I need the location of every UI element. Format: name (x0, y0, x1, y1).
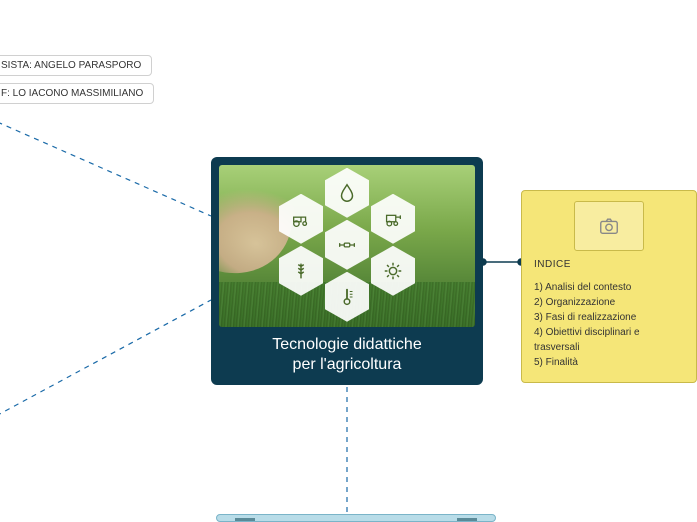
camera-placeholder[interactable] (574, 201, 644, 251)
connector-line (0, 300, 211, 430)
indice-item: 2) Organizzazione (534, 295, 684, 310)
thermometer-hex (325, 272, 369, 322)
central-node[interactable]: Tecnologie didattiche per l'agricoltura (211, 157, 483, 385)
tag-sista[interactable]: SISTA: ANGELO PARASPORO (0, 55, 152, 76)
central-image (219, 165, 475, 327)
indice-list: 1) Analisi del contesto2) Organizzazione… (534, 280, 684, 370)
tag-sista-label: SISTA: ANGELO PARASPORO (1, 60, 141, 71)
drone-icon (336, 234, 358, 256)
sun-hex (371, 246, 415, 296)
bottom-node[interactable] (216, 514, 496, 522)
drop-hex (325, 168, 369, 218)
wheat-hex (279, 246, 323, 296)
indice-item: 4) Obiettivi disciplinari e trasversali (534, 325, 684, 355)
tractor-hex (279, 194, 323, 244)
thermometer-icon (336, 286, 358, 308)
camera-icon (598, 215, 620, 237)
drop-icon (336, 182, 358, 204)
drone-hex (325, 220, 369, 270)
connector-line (0, 110, 211, 216)
indice-item: 3) Fasi di realizzazione (534, 310, 684, 325)
tag-flo-label: F: LO IACONO MASSIMILIANO (1, 88, 143, 99)
tractor-icon (290, 208, 312, 230)
indice-title: INDICE (534, 259, 684, 270)
tag-flo[interactable]: F: LO IACONO MASSIMILIANO (0, 83, 154, 104)
sun-icon (382, 260, 404, 282)
indice-node[interactable]: INDICE 1) Analisi del contesto2) Organiz… (521, 190, 697, 383)
central-title: Tecnologie didattiche per l'agricoltura (219, 335, 475, 375)
indice-item: 5) Finalità (534, 355, 684, 370)
indice-item: 1) Analisi del contesto (534, 280, 684, 295)
combine-hex (371, 194, 415, 244)
wheat-icon (290, 260, 312, 282)
combine-icon (382, 208, 404, 230)
